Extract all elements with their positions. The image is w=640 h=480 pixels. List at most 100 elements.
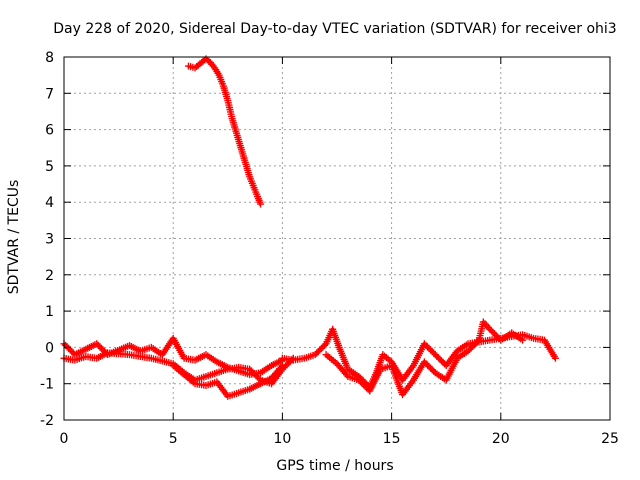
- y-tick-label: -1: [40, 377, 54, 393]
- data-point: [360, 381, 368, 389]
- data-point: [469, 342, 477, 350]
- data-point: [247, 367, 255, 375]
- data-point: [358, 379, 366, 387]
- data-point: [331, 358, 339, 366]
- data-point: [63, 343, 71, 351]
- data-point: [439, 358, 447, 366]
- data-point: [209, 62, 217, 70]
- data-point: [527, 334, 535, 342]
- data-point: [484, 323, 492, 331]
- data-point: [484, 337, 492, 345]
- data-point: [214, 69, 222, 77]
- data-point: [200, 373, 208, 381]
- data-point: [430, 349, 438, 357]
- grid-lines: [64, 57, 610, 420]
- y-tick-label: 8: [45, 50, 54, 66]
- chart-title: Day 228 of 2020, Sidereal Day-to-day VTE…: [53, 21, 616, 37]
- data-point: [232, 127, 240, 135]
- y-tick-label: 0: [45, 340, 54, 356]
- y-tick-label: 2: [45, 268, 54, 284]
- data-series: [60, 55, 559, 400]
- data-point: [102, 350, 110, 358]
- data-point: [431, 351, 439, 359]
- y-tick-label: 4: [45, 195, 54, 211]
- data-point: [341, 369, 349, 377]
- data-point: [423, 343, 431, 351]
- data-point: [223, 94, 231, 102]
- data-point: [253, 373, 261, 381]
- data-point: [427, 364, 435, 372]
- data-point: [219, 80, 227, 88]
- x-tick-label: 0: [60, 431, 69, 447]
- data-point: [254, 192, 262, 200]
- data-point: [422, 341, 430, 349]
- data-point: [433, 352, 441, 360]
- data-point: [298, 355, 306, 363]
- data-point: [211, 370, 219, 378]
- data-point: [276, 365, 284, 373]
- data-point: [189, 63, 197, 71]
- y-tick-label: 6: [45, 123, 54, 139]
- x-tick-label: 20: [492, 431, 510, 447]
- data-point: [319, 343, 327, 351]
- data-point: [317, 344, 325, 352]
- data-point: [466, 345, 474, 353]
- x-tick-label: 15: [383, 431, 401, 447]
- data-point: [487, 327, 495, 335]
- x-tick-label: 25: [601, 431, 619, 447]
- data-point: [436, 355, 444, 363]
- data-point: [96, 343, 104, 351]
- data-point: [313, 349, 321, 357]
- data-point: [321, 341, 329, 349]
- data-point: [203, 56, 211, 64]
- data-point: [434, 354, 442, 362]
- data-point: [68, 348, 76, 356]
- data-point: [425, 363, 433, 371]
- data-point: [94, 341, 102, 349]
- data-point: [314, 348, 322, 356]
- data-point: [356, 378, 364, 386]
- y-tick-label: 5: [45, 159, 54, 175]
- y-tick-label: 3: [45, 232, 54, 248]
- data-point: [97, 344, 105, 352]
- data-point: [233, 390, 241, 398]
- data-point: [467, 344, 475, 352]
- data-point: [316, 346, 324, 354]
- x-tick-label: 10: [273, 431, 291, 447]
- series-track-C: [169, 362, 286, 400]
- data-point: [249, 368, 257, 376]
- data-point: [428, 348, 436, 356]
- data-point: [80, 346, 88, 354]
- data-point: [222, 366, 230, 374]
- y-axis-label: SDTVAR / TECUs: [6, 180, 22, 295]
- data-point: [550, 352, 558, 360]
- data-point: [236, 142, 244, 150]
- data-point: [228, 112, 236, 120]
- data-point: [255, 375, 263, 383]
- data-point: [255, 381, 263, 389]
- data-point: [462, 341, 470, 349]
- data-point: [250, 370, 258, 378]
- data-point: [408, 378, 416, 386]
- data-point: [494, 333, 502, 341]
- data-point: [249, 182, 257, 190]
- data-point: [353, 375, 361, 383]
- y-tick-label: 1: [45, 304, 54, 320]
- data-point: [428, 366, 436, 374]
- data-point: [361, 382, 369, 390]
- data-point: [473, 338, 481, 346]
- data-point: [489, 328, 497, 336]
- data-point: [245, 171, 253, 179]
- data-point: [256, 198, 264, 206]
- series-track-E: [322, 318, 527, 399]
- data-point: [363, 384, 371, 392]
- data-point: [334, 341, 342, 349]
- data-point: [277, 363, 285, 371]
- data-point: [241, 156, 249, 164]
- data-point: [422, 359, 430, 367]
- data-point: [189, 378, 197, 386]
- series-high-arc: [184, 55, 265, 208]
- data-point: [243, 386, 251, 394]
